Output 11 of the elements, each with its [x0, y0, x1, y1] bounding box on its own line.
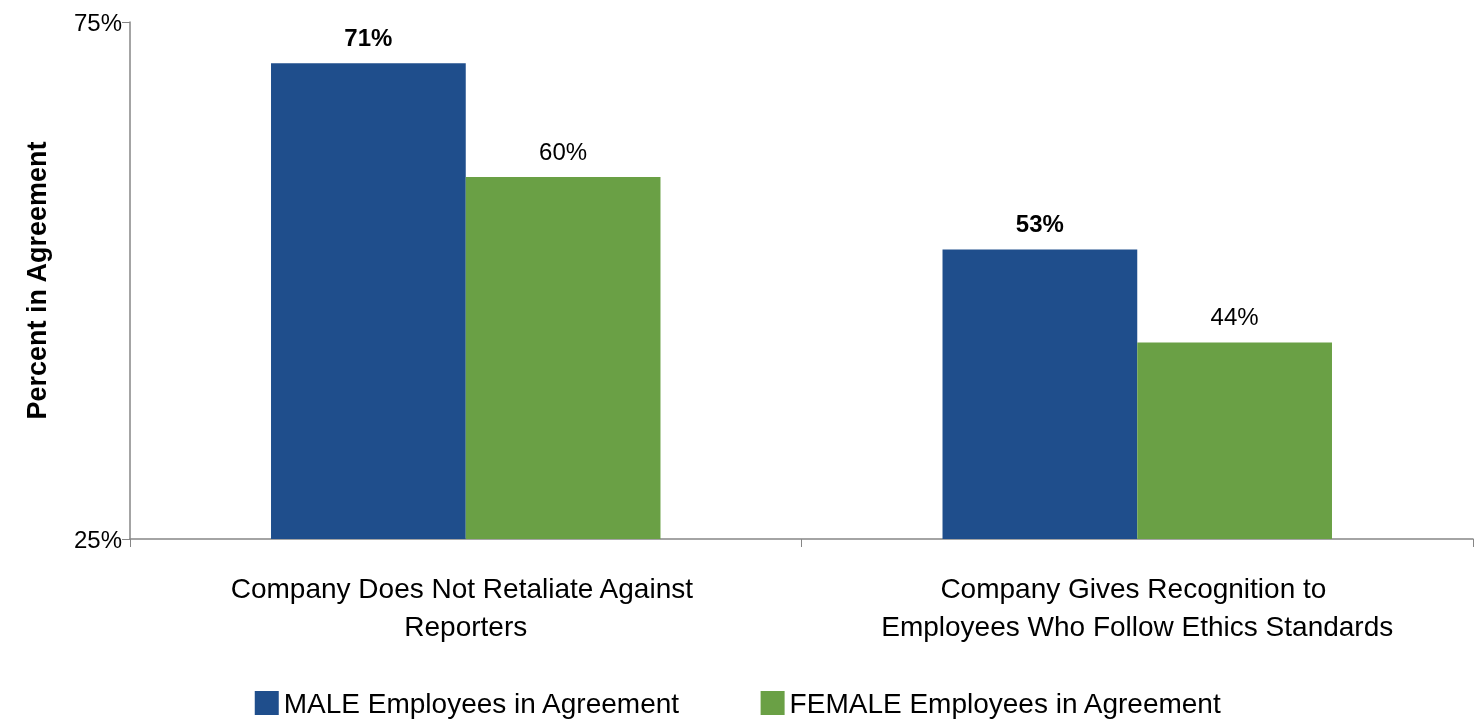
y-tick-label: 75% [73, 8, 122, 36]
legend-label: FEMALE Employees in Agreement [789, 687, 1221, 719]
data-label: 53% [1015, 209, 1064, 237]
x-tick-label: Company Gives Recognition to Employees Who Follow Ethics Standards [881, 572, 1394, 642]
y-tick-label: 25% [73, 525, 122, 553]
data-label: 60% [539, 137, 588, 165]
data-label: 44% [1210, 303, 1259, 331]
data-label: 71% [344, 23, 393, 51]
legend-label: MALE Employees in Agreement [283, 687, 680, 719]
y-axis-title: Percent in Agreement [21, 141, 52, 420]
x-tick-label: Company Does Not Retaliate Against Reporters [230, 572, 701, 642]
